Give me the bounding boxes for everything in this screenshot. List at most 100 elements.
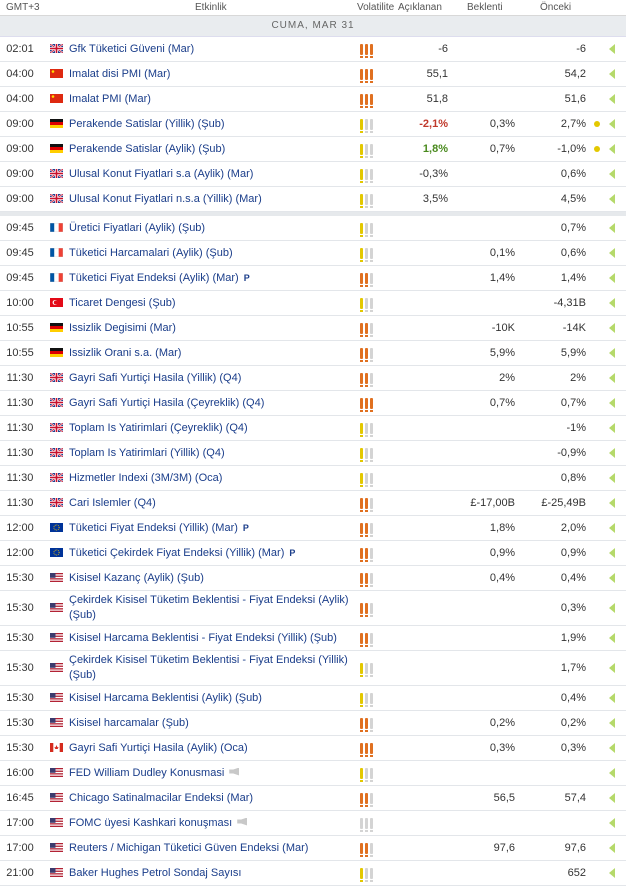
event-title[interactable]: FOMC üyesi Kashkari konuşması (69, 816, 248, 831)
expand-arrow-icon[interactable] (609, 843, 615, 853)
event-row[interactable]: 12:00 Tüketici Fiyat Endeksi (Yillik) (Ma… (0, 516, 626, 541)
event-title[interactable]: Gfk Tüketici Güveni (Mar) (69, 42, 195, 55)
event-link[interactable]: Perakende Satislar (Yillik) (Şub) (69, 112, 354, 136)
event-row[interactable]: 11:30 Hizmetler Indexi (3M/3M) (Oca) 0,8% (0, 466, 626, 491)
event-link[interactable]: Toplam Is Yatirimlari (Yillik) (Q4) (69, 441, 354, 465)
expand-arrow-icon[interactable] (609, 119, 615, 129)
event-title[interactable]: Ulusal Konut Fiyatlari s.a (Aylik) (Mar) (69, 167, 254, 180)
expand-arrow-icon[interactable] (609, 718, 615, 728)
event-row[interactable]: 09:00 Ulusal Konut Fiyatlari n.s.a (Yilli… (0, 187, 626, 212)
event-title[interactable]: Chicago Satinalmacilar Endeksi (Mar) (69, 791, 254, 804)
event-row[interactable]: 09:00 Ulusal Konut Fiyatlari s.a (Aylik) … (0, 162, 626, 187)
event-link[interactable]: Issizlik Degisimi (Mar) (69, 316, 354, 340)
event-row[interactable]: 17:00 FOMC üyesi Kashkari konuşması (0, 811, 626, 836)
expand-arrow-icon[interactable] (609, 298, 615, 308)
event-title[interactable]: Tüketici Çekirdek Fiyat Endeksi (Yillik)… (69, 546, 296, 559)
event-title[interactable]: Imalat PMI (Mar) (69, 92, 151, 105)
event-title[interactable]: Üretici Fiyatlari (Aylik) (Şub) (69, 221, 206, 234)
event-title[interactable]: Toplam Is Yatirimlari (Yillik) (Q4) (69, 446, 225, 459)
event-title[interactable]: Tüketici Fiyat Endeksi (Aylik) (Mar) P (69, 271, 250, 284)
event-row[interactable]: 04:00 Imalat disi PMI (Mar) 55,1 54,2 (0, 62, 626, 87)
event-link[interactable]: Ulusal Konut Fiyatlari n.s.a (Yillik) (M… (69, 187, 354, 211)
event-row[interactable]: 10:55 Issizlik Degisimi (Mar) -10K -14K (0, 316, 626, 341)
event-row[interactable]: 09:45 Üretici Fiyatlari (Aylik) (Şub) 0,7% (0, 212, 626, 241)
event-title[interactable]: Gayri Safi Yurtiçi Hasila (Aylik) (Oca) (69, 741, 248, 754)
event-row[interactable]: 10:55 Issizlik Orani s.a. (Mar) 5,9% 5,9% (0, 341, 626, 366)
event-row[interactable]: 11:30 Gayri Safi Yurtiçi Hasila (Çeyrekli… (0, 391, 626, 416)
event-row[interactable]: 04:00 Imalat PMI (Mar) 51,8 51,6 (0, 87, 626, 112)
expand-arrow-icon[interactable] (609, 273, 615, 283)
event-link[interactable]: Çekirdek Kisisel Tüketim Beklentisi - Fi… (69, 591, 354, 625)
event-link[interactable]: Gayri Safi Yurtiçi Hasila (Yillik) (Q4) (69, 366, 354, 390)
expand-arrow-icon[interactable] (609, 603, 615, 613)
event-link[interactable]: Tüketici Çekirdek Fiyat Endeksi (Yillik)… (69, 541, 354, 565)
event-row[interactable]: 10:00 Ticaret Dengesi (Şub) -4,31B (0, 291, 626, 316)
event-row[interactable]: 15:30 Kisisel Harcama Beklentisi - Fiyat … (0, 626, 626, 651)
event-link[interactable]: Ticaret Dengesi (Şub) (69, 291, 354, 315)
event-title[interactable]: Gayri Safi Yurtiçi Hasila (Çeyreklik) (Q… (69, 396, 265, 409)
event-title[interactable]: Perakende Satislar (Aylik) (Şub) (69, 142, 226, 155)
event-title[interactable]: Toplam Is Yatirimlari (Çeyreklik) (Q4) (69, 421, 248, 434)
event-row[interactable]: 15:30 Kisisel harcamalar (Şub) 0,2% 0,2% (0, 711, 626, 736)
timezone-header[interactable]: GMT+3 (6, 2, 40, 13)
event-title[interactable]: Kisisel Harcama Beklentisi (Aylik) (Şub) (69, 691, 262, 704)
expand-arrow-icon[interactable] (609, 523, 615, 533)
expand-arrow-icon[interactable] (609, 144, 615, 154)
event-link[interactable]: FED William Dudley Konusmasi (69, 761, 354, 785)
expand-arrow-icon[interactable] (609, 398, 615, 408)
expand-arrow-icon[interactable] (609, 223, 615, 233)
event-row[interactable]: 21:00 Baker Hughes Petrol Sondaj Sayısı 65… (0, 861, 626, 886)
expand-arrow-icon[interactable] (609, 448, 615, 458)
expand-arrow-icon[interactable] (609, 793, 615, 803)
event-link[interactable]: Imalat PMI (Mar) (69, 87, 354, 111)
event-row[interactable]: 16:00 FED William Dudley Konusmasi (0, 761, 626, 786)
event-title[interactable]: Hizmetler Indexi (3M/3M) (Oca) (69, 471, 223, 484)
expand-arrow-icon[interactable] (609, 169, 615, 179)
event-row[interactable]: 09:00 Perakende Satislar (Aylik) (Şub) 1,8… (0, 137, 626, 162)
event-row[interactable]: 15:30 Çekirdek Kisisel Tüketim Beklentisi… (0, 651, 626, 686)
expand-arrow-icon[interactable] (609, 94, 615, 104)
event-row[interactable]: 11:30 Toplam Is Yatirimlari (Yillik) (Q4)… (0, 441, 626, 466)
expand-arrow-icon[interactable] (609, 248, 615, 258)
expand-arrow-icon[interactable] (609, 548, 615, 558)
event-title[interactable]: Cari Islemler (Q4) (69, 496, 156, 509)
event-row[interactable]: 15:30 Çekirdek Kisisel Tüketim Beklentisi… (0, 591, 626, 626)
event-link[interactable]: Issizlik Orani s.a. (Mar) (69, 341, 354, 365)
expand-arrow-icon[interactable] (609, 573, 615, 583)
event-row[interactable]: 11:30 Toplam Is Yatirimlari (Çeyreklik) (… (0, 416, 626, 441)
event-row[interactable]: 17:00 Reuters / Michigan Tüketici Güven E… (0, 836, 626, 861)
event-title[interactable]: Kisisel Harcama Beklentisi - Fiyat Endek… (69, 631, 337, 644)
event-link[interactable]: Chicago Satinalmacilar Endeksi (Mar) (69, 786, 354, 810)
event-title[interactable]: Ticaret Dengesi (Şub) (69, 296, 176, 309)
event-title[interactable]: Ulusal Konut Fiyatlari n.s.a (Yillik) (M… (69, 192, 262, 205)
expand-arrow-icon[interactable] (609, 693, 615, 703)
event-link[interactable]: Kisisel Harcama Beklentisi - Fiyat Endek… (69, 626, 354, 650)
event-link[interactable]: Toplam Is Yatirimlari (Çeyreklik) (Q4) (69, 416, 354, 440)
event-link[interactable]: Çekirdek Kisisel Tüketim Beklentisi - Fi… (69, 651, 354, 685)
expand-arrow-icon[interactable] (609, 44, 615, 54)
event-link[interactable]: Cari Islemler (Q4) (69, 491, 354, 515)
event-row[interactable]: 15:30 Kisisel Harcama Beklentisi (Aylik) … (0, 686, 626, 711)
event-title[interactable]: Çekirdek Kisisel Tüketim Beklentisi - Fi… (69, 654, 348, 681)
event-row[interactable]: 15:30 Gayri Safi Yurtiçi Hasila (Aylik) (… (0, 736, 626, 761)
event-row[interactable]: 16:45 Chicago Satinalmacilar Endeksi (Mar… (0, 786, 626, 811)
expand-arrow-icon[interactable] (609, 868, 615, 878)
event-link[interactable]: Imalat disi PMI (Mar) (69, 62, 354, 86)
event-title[interactable]: Çekirdek Kisisel Tüketim Beklentisi - Fi… (69, 594, 349, 621)
expand-arrow-icon[interactable] (609, 818, 615, 828)
event-link[interactable]: Perakende Satislar (Aylik) (Şub) (69, 137, 354, 161)
expand-arrow-icon[interactable] (609, 473, 615, 483)
event-title[interactable]: FED William Dudley Konusmasi (69, 766, 240, 781)
event-link[interactable]: Reuters / Michigan Tüketici Güven Endeks… (69, 836, 354, 860)
event-row[interactable]: 15:30 Kisisel Kazanç (Aylik) (Şub) 0,4% 0,4… (0, 566, 626, 591)
event-link[interactable]: Hizmetler Indexi (3M/3M) (Oca) (69, 466, 354, 490)
event-link[interactable]: Kisisel Harcama Beklentisi (Aylik) (Şub) (69, 686, 354, 710)
expand-arrow-icon[interactable] (609, 663, 615, 673)
event-link[interactable]: Gayri Safi Yurtiçi Hasila (Çeyreklik) (Q… (69, 391, 354, 415)
event-link[interactable]: FOMC üyesi Kashkari konuşması (69, 811, 354, 835)
event-row[interactable]: 12:00 Tüketici Çekirdek Fiyat Endeksi (Yi… (0, 541, 626, 566)
event-link[interactable]: Kisisel Kazanç (Aylik) (Şub) (69, 566, 354, 590)
event-link[interactable]: Ulusal Konut Fiyatlari s.a (Aylik) (Mar) (69, 162, 354, 186)
expand-arrow-icon[interactable] (609, 69, 615, 79)
event-title[interactable]: Kisisel harcamalar (Şub) (69, 716, 189, 729)
